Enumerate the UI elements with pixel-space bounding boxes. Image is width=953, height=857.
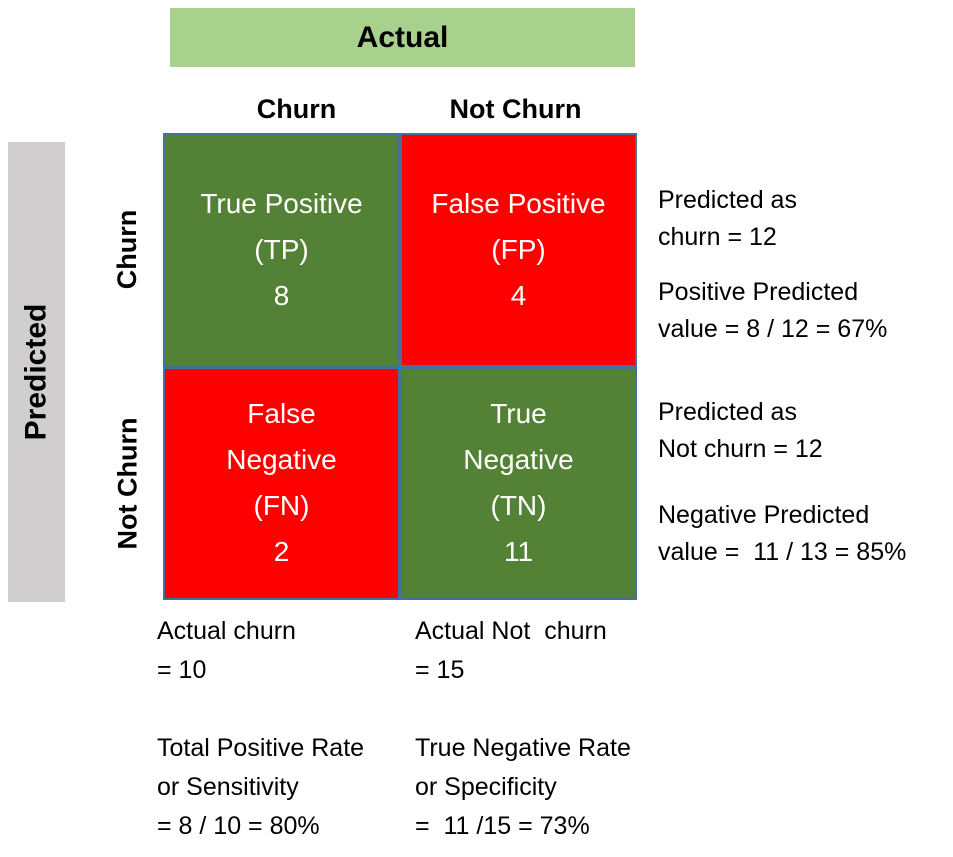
note-line: Not churn = 12 — [658, 435, 823, 463]
note-line: Predicted as — [658, 398, 797, 426]
note-line: Negative Predicted — [658, 501, 870, 529]
cell-true-positive: True Positive (TP) 8 — [163, 133, 400, 367]
note-line: value = 11 / 13 = 85% — [658, 538, 907, 566]
cell-line: True — [490, 398, 547, 430]
cell-false-positive: False Positive (FP) 4 — [400, 133, 637, 367]
note-line: churn = 12 — [658, 223, 777, 251]
note-actual-not-churn: Actual Not churn = 15 — [415, 612, 607, 690]
cell-line: True Positive — [200, 187, 363, 219]
note-line: or Specificity — [415, 773, 557, 801]
cell-true-negative: True Negative (TN) 11 — [400, 366, 637, 600]
cell-line: (FP) — [491, 233, 546, 265]
note-predicted-as-not-churn: Predicted as Not churn = 12 — [658, 394, 823, 468]
note-line: Total Positive Rate — [157, 734, 365, 762]
actual-header-label: Actual — [356, 20, 449, 54]
note-line: = 10 — [157, 656, 207, 684]
note-line: = 11 /15 = 73% — [415, 812, 590, 840]
confusion-matrix-grid: True Positive (TP) 8 False Positive (FP)… — [163, 133, 637, 600]
row-header-not-churn: Not Churn — [98, 366, 158, 600]
note-line: Actual Not churn — [415, 617, 607, 645]
cell-value: 8 — [273, 279, 290, 311]
predicted-header-bar: Predicted — [8, 142, 65, 602]
note-line: Predicted as — [658, 186, 797, 214]
row-header-churn: Churn — [98, 133, 158, 366]
note-line: True Negative Rate — [415, 734, 631, 762]
note-line: or Sensitivity — [157, 773, 299, 801]
cell-line: Negative — [226, 444, 337, 476]
note-line: value = 8 / 12 = 67% — [658, 315, 888, 343]
note-positive-predicted-value: Positive Predicted value = 8 / 12 = 67% — [658, 274, 887, 348]
cell-line: False Positive — [431, 187, 606, 219]
note-line: Positive Predicted — [658, 278, 859, 306]
note-sensitivity: Total Positive Rate or Sensitivity = 8 /… — [157, 729, 364, 846]
cell-line: Negative — [463, 444, 574, 476]
column-header-churn: Churn — [256, 94, 337, 124]
note-negative-predicted-value: Negative Predicted value = 11 / 13 = 85% — [658, 497, 906, 571]
note-line: = 15 — [415, 656, 465, 684]
note-predicted-as-churn: Predicted as churn = 12 — [658, 182, 797, 256]
cell-value: 11 — [503, 536, 534, 568]
actual-header-banner: Actual — [170, 8, 635, 67]
cell-false-negative: False Negative (FN) 2 — [163, 366, 400, 600]
row-header-not-churn-label: Not Churn — [112, 417, 143, 549]
note-line: = 8 / 10 = 80% — [157, 812, 320, 840]
cell-value: 4 — [510, 279, 527, 311]
predicted-header-label: Predicted — [19, 303, 53, 441]
row-header-churn-label: Churn — [112, 209, 143, 290]
cell-line: False — [247, 398, 316, 430]
note-specificity: True Negative Rate or Specificity = 11 /… — [415, 729, 631, 846]
note-line: Actual churn — [157, 617, 296, 645]
cell-line: (FN) — [253, 490, 310, 522]
cell-line: (TN) — [490, 490, 547, 522]
note-actual-churn: Actual churn = 10 — [157, 612, 296, 690]
cell-line: (TP) — [254, 233, 309, 265]
cell-value: 2 — [273, 536, 290, 568]
column-header-not-churn: Not Churn — [449, 94, 582, 124]
